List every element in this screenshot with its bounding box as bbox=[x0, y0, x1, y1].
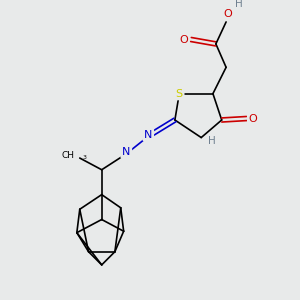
Text: CH: CH bbox=[61, 151, 74, 160]
Text: 3: 3 bbox=[82, 154, 86, 160]
Text: S: S bbox=[176, 89, 183, 99]
Text: N: N bbox=[122, 147, 130, 157]
Text: O: O bbox=[179, 34, 188, 44]
Text: O: O bbox=[249, 113, 257, 124]
Text: H: H bbox=[208, 136, 216, 146]
Text: H: H bbox=[236, 0, 243, 9]
Text: N: N bbox=[144, 130, 152, 140]
Text: O: O bbox=[223, 9, 232, 19]
